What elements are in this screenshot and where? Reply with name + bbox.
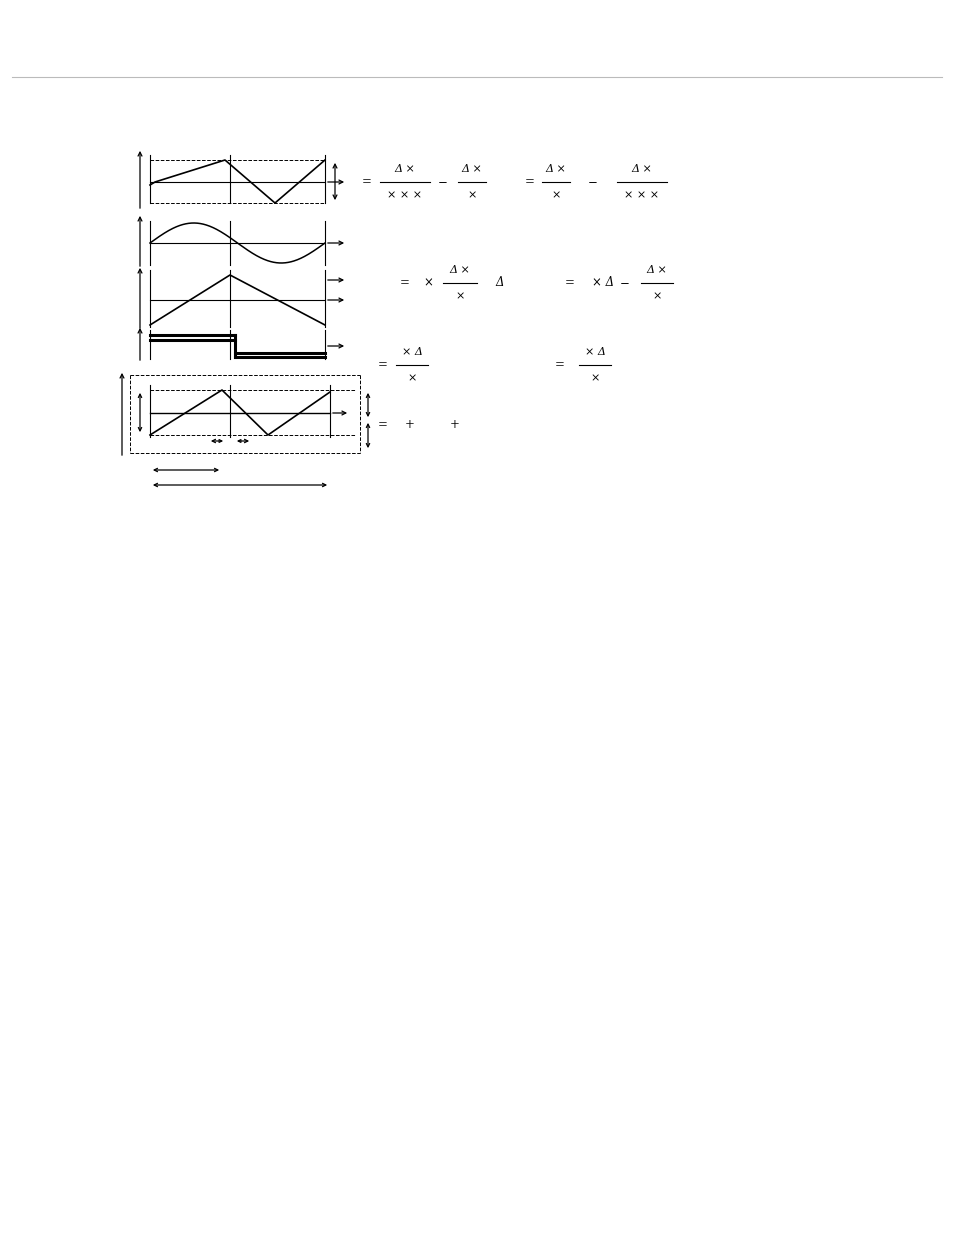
Text: ×: ×	[590, 373, 599, 383]
Text: × × ×: × × ×	[387, 190, 422, 200]
Text: −: −	[587, 175, 598, 189]
Text: =: =	[361, 175, 372, 189]
Text: =: =	[377, 419, 388, 431]
Text: ×: ×	[652, 291, 661, 301]
Text: Δ ×: Δ ×	[631, 164, 652, 174]
Text: ×: ×	[551, 190, 560, 200]
Text: Δ: Δ	[495, 277, 503, 289]
Text: Δ ×: Δ ×	[395, 164, 415, 174]
Text: −: −	[619, 277, 629, 289]
Text: ×: ×	[407, 373, 416, 383]
Text: =: =	[564, 277, 575, 289]
Text: Δ ×: Δ ×	[461, 164, 482, 174]
Text: × Δ: × Δ	[584, 347, 605, 357]
Text: +: +	[450, 419, 459, 431]
Text: ×: ×	[467, 190, 476, 200]
Text: × Δ: × Δ	[401, 347, 422, 357]
Text: Δ ×: Δ ×	[646, 266, 667, 275]
Text: Δ ×: Δ ×	[545, 164, 566, 174]
Text: =: =	[555, 358, 564, 372]
Text: =: =	[377, 358, 388, 372]
Text: =: =	[524, 175, 535, 189]
Text: ×: ×	[455, 291, 464, 301]
Text: × × ×: × × ×	[624, 190, 659, 200]
Text: Δ ×: Δ ×	[449, 266, 470, 275]
Text: +: +	[405, 419, 415, 431]
Text: ×: ×	[422, 277, 433, 289]
Text: =: =	[399, 277, 410, 289]
Text: × Δ: × Δ	[592, 277, 614, 289]
Text: −: −	[437, 175, 448, 189]
